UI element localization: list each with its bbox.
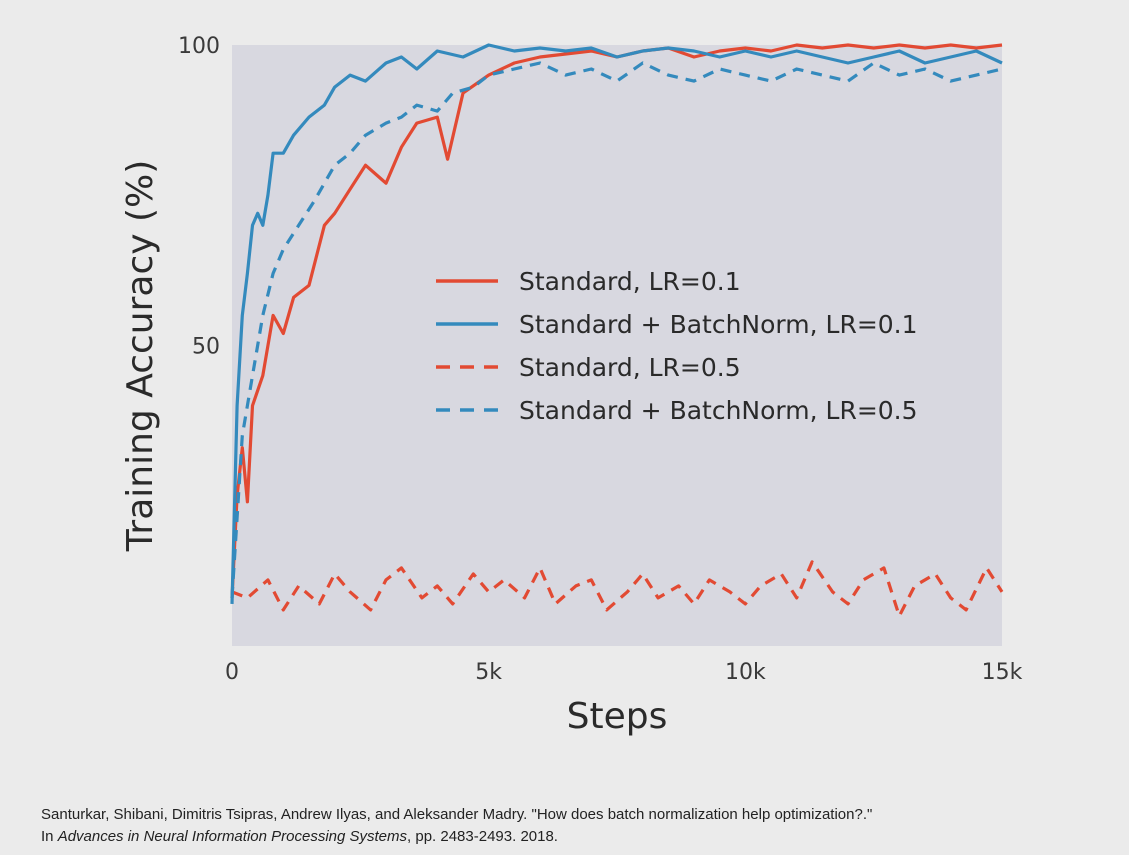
- x-tick-label-1: 0: [225, 660, 239, 685]
- y-axis-title: Training Accuracy (%): [120, 160, 161, 553]
- series-layer: [230, 43, 1004, 618]
- citation-line-1: Santurkar, Shibani, Dimitris Tsipras, An…: [41, 806, 873, 823]
- series-line-2: [230, 43, 1003, 604]
- series-line-1: [230, 43, 1003, 598]
- x-tick-label-3: 10k: [725, 660, 766, 685]
- legend-label-1: Standard, LR=0.1: [519, 267, 741, 296]
- legend-label-4: Standard + BatchNorm, LR=0.5: [519, 396, 918, 425]
- legend-label-3: Standard, LR=0.5: [519, 353, 741, 382]
- x-axis-title: Steps: [567, 696, 668, 737]
- citation-venue: Advances in Neural Information Processin…: [57, 828, 408, 845]
- citation-prefix: In: [41, 828, 58, 845]
- x-tick-label-4: 15k: [982, 660, 1023, 685]
- legend-label-2: Standard + BatchNorm, LR=0.1: [519, 310, 918, 339]
- training-accuracy-chart: 0 5k 10k 15k 50 100 Steps Training Accuracy …: [120, 34, 1023, 737]
- legend: Standard, LR=0.1 Standard + BatchNorm, LR…: [436, 267, 918, 425]
- x-tick-label-2: 5k: [475, 660, 502, 685]
- x-tick-labels: 0 5k 10k 15k: [225, 660, 1023, 685]
- y-tick-labels: 50 100: [178, 34, 220, 360]
- series-line-4: [230, 61, 1003, 599]
- y-tick-label-2: 100: [178, 34, 220, 59]
- citation-line-2: In Advances in Neural Information Proces…: [41, 828, 558, 845]
- y-tick-label-1: 50: [192, 335, 220, 360]
- plot-area: [232, 45, 1002, 646]
- citation-suffix: , pp. 2483-2493. 2018.: [407, 828, 558, 845]
